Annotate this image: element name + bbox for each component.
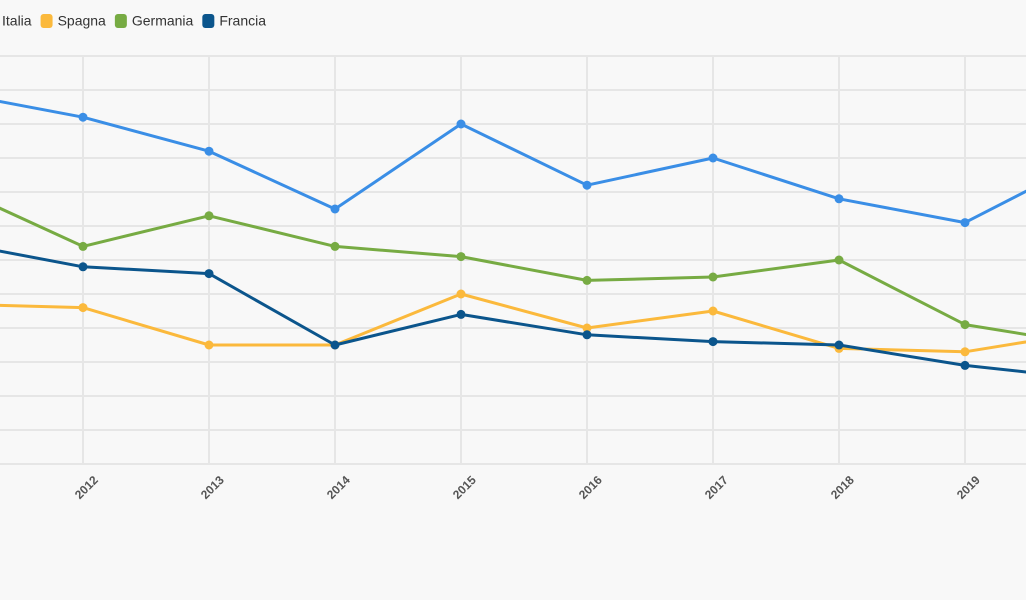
point	[78, 303, 88, 313]
point	[204, 211, 214, 221]
x-tick-label: 2015	[450, 473, 479, 502]
x-tick-label: 2016	[576, 473, 605, 502]
point	[78, 112, 88, 122]
point	[582, 180, 592, 190]
point	[708, 153, 718, 163]
point	[330, 340, 340, 350]
point	[330, 204, 340, 214]
point	[708, 272, 718, 282]
point	[708, 337, 718, 347]
point	[708, 306, 718, 316]
x-tick-label: 2018	[828, 473, 857, 502]
legend-swatch	[202, 14, 215, 28]
legend-swatch	[40, 14, 53, 28]
legend-item: Spagna	[40, 13, 106, 29]
point	[582, 275, 592, 285]
point	[456, 309, 466, 319]
point	[456, 289, 466, 299]
point	[456, 119, 466, 129]
point	[960, 320, 970, 330]
x-tick-label: 2012	[72, 473, 101, 502]
point	[834, 194, 844, 204]
legend-label: Germania	[132, 13, 194, 29]
legend-item: Germania	[114, 13, 194, 29]
point	[960, 218, 970, 228]
legend-label: Francia	[219, 13, 266, 29]
point	[204, 340, 214, 350]
point	[78, 241, 88, 251]
point	[834, 340, 844, 350]
point	[582, 330, 592, 340]
series-line	[0, 292, 1026, 354]
legend-label: Spagna	[58, 13, 106, 29]
point	[204, 146, 214, 156]
point	[834, 255, 844, 265]
legend-swatch	[114, 14, 127, 28]
point	[78, 262, 88, 272]
series-line	[0, 206, 1026, 336]
series-line	[0, 249, 1026, 374]
x-tick-label: 2014	[324, 473, 353, 502]
point	[330, 241, 340, 251]
point	[582, 323, 592, 333]
legend-item: Francia	[202, 13, 266, 29]
point	[204, 269, 214, 279]
x-tick-label: 2013	[198, 473, 227, 502]
x-tick-label: 2019	[954, 473, 983, 502]
x-tick-label: 2017	[702, 473, 731, 502]
point	[960, 360, 970, 370]
series-line	[0, 99, 1026, 225]
point	[960, 347, 970, 357]
legend-label: Italia	[2, 13, 32, 29]
point	[456, 252, 466, 262]
legend-item: Italia	[2, 13, 32, 29]
